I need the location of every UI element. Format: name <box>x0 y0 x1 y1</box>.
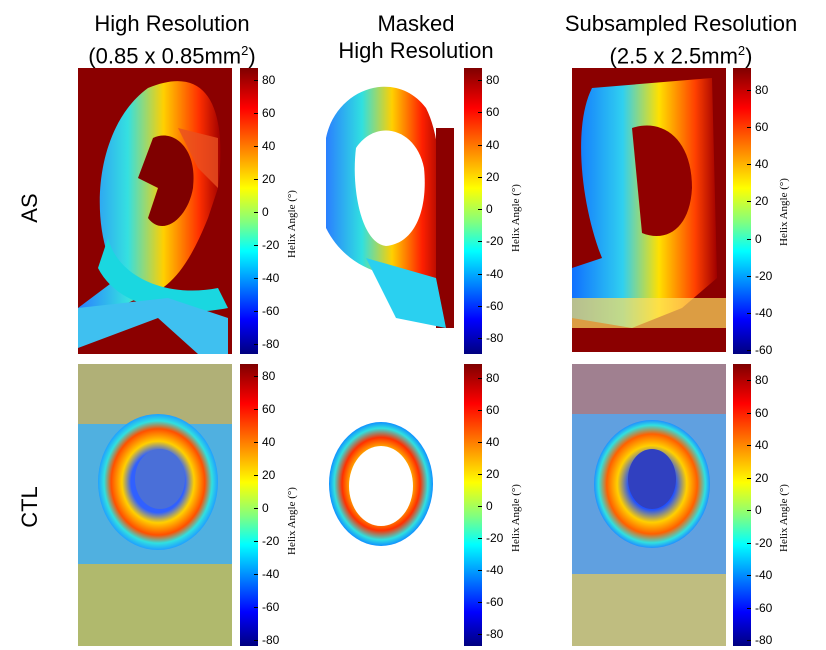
map-as-high-resolution <box>78 68 232 354</box>
colorbar-tick-label: 20 <box>746 470 769 485</box>
column-header-masked: Masked High Resolution <box>316 10 516 64</box>
colorbar-tick-label: -20 <box>253 534 280 548</box>
colorbar <box>464 68 482 354</box>
helix-map-svg <box>329 422 433 546</box>
colorbar-tick-label: 60 <box>477 403 500 417</box>
colorbar-tick-label: -80 <box>477 627 504 641</box>
colorbar <box>240 364 258 646</box>
colorbar-tick-label: -40 <box>746 305 773 320</box>
colorbar-tick-label: 80 <box>746 373 769 387</box>
colorbar-tick-label: -60 <box>746 343 773 357</box>
colorbar-tick-label: 0 <box>478 202 493 216</box>
map-ctl-subsampled <box>572 364 726 646</box>
colorbar-tick-label: 40 <box>253 139 276 153</box>
header-line1: Masked <box>377 11 455 36</box>
colorbar-tick-label: 80 <box>477 73 500 87</box>
colorbar-axis-label: Helix Angle (°) <box>286 487 298 555</box>
colorbar-tick-label: -40 <box>253 271 280 285</box>
colorbar-tick-label: -60 <box>477 595 504 609</box>
helix-map-svg <box>326 86 454 328</box>
colorbar-tick-label: 40 <box>253 435 276 449</box>
colorbar-tick-label: 0 <box>747 231 762 246</box>
header-line2: (2.5 x 2.5mm <box>609 43 738 69</box>
header-sup: 2 <box>737 43 746 58</box>
colorbar-tick-label: 40 <box>746 438 769 452</box>
colorbar-tick-label: -40 <box>477 563 504 577</box>
colorbar-tick-label: 40 <box>477 435 500 449</box>
colorbar-tick-label: -80 <box>253 633 280 647</box>
colorbar-tick-label: 0 <box>478 499 493 513</box>
helix-map-svg <box>78 364 232 646</box>
colorbar-tick-label: 20 <box>477 169 500 184</box>
colorbar-tick-label: 20 <box>253 172 276 186</box>
colorbar-tick-label: 60 <box>746 120 769 135</box>
colorbar-tick-label: 60 <box>253 402 276 416</box>
colorbar-tick-label: -80 <box>477 331 504 345</box>
colorbar-tick-label: -60 <box>746 600 773 615</box>
row-label-as: AS <box>17 193 42 223</box>
colorbar-axis-label: Helix Angle (°) <box>286 190 298 258</box>
column-header-high-resolution: High Resolution (0.85 x 0.85mm2) <box>72 10 272 69</box>
colorbar-tick-label: 0 <box>254 205 269 219</box>
colorbar-tick-label: -20 <box>477 531 504 545</box>
helix-map-svg <box>78 81 228 354</box>
colorbar-tick-label: 60 <box>477 105 500 120</box>
colorbar <box>733 364 751 646</box>
colorbar-tick-label: 0 <box>747 503 762 517</box>
colorbar-tick-label: 20 <box>477 467 500 481</box>
colorbar-tick-label: 20 <box>746 194 769 209</box>
colorbar-tick-label: -60 <box>253 600 280 614</box>
map-ctl-masked <box>306 364 460 646</box>
header-line2: High Resolution <box>338 38 494 63</box>
colorbar-tick-label: 20 <box>253 468 276 482</box>
colorbar-tick-label: 60 <box>253 106 276 120</box>
colorbar-tick-label: -80 <box>746 633 773 647</box>
colorbar-tick-label: 60 <box>746 405 769 420</box>
colorbar-tick-label: 80 <box>746 83 769 97</box>
helix-map-svg <box>572 364 726 646</box>
header-line2-end: ) <box>745 43 753 69</box>
map-as-masked <box>306 68 460 354</box>
colorbar-axis-label: Helix Angle (°) <box>778 178 790 246</box>
colorbar-tick-label: 80 <box>253 73 276 87</box>
colorbar-tick-label: -20 <box>746 268 773 283</box>
header-line2-end: ) <box>248 43 256 69</box>
colorbar-axis-label: Helix Angle (°) <box>510 484 522 552</box>
colorbar-tick-label: -20 <box>253 238 280 252</box>
map-as-subsampled <box>572 68 726 352</box>
colorbar <box>464 364 482 646</box>
colorbar-tick-label: 80 <box>253 369 276 383</box>
colorbar-tick-label: 80 <box>477 371 500 385</box>
header-line2: (0.85 x 0.85mm <box>88 43 242 69</box>
map-ctl-high-resolution <box>78 364 232 646</box>
colorbar-tick-label: -60 <box>253 304 280 318</box>
header-sup: 2 <box>241 43 249 58</box>
row-label-ctl: CTL <box>17 486 42 528</box>
colorbar-tick-label: -20 <box>477 234 504 249</box>
helix-map-svg <box>572 78 726 328</box>
colorbar-tick-label: 0 <box>254 501 269 515</box>
colorbar-tick-label: -60 <box>477 298 504 313</box>
header-line1: High Resolution <box>94 11 250 36</box>
colorbar-tick-label: -40 <box>477 266 504 281</box>
colorbar-axis-label: Helix Angle (°) <box>510 184 522 252</box>
colorbar-tick-label: 40 <box>477 137 500 152</box>
header-line1: Subsampled Resolution <box>564 11 798 36</box>
colorbar <box>733 68 751 354</box>
column-header-subsampled: Subsampled Resolution (2.5 x 2.5mm2) <box>556 10 806 69</box>
colorbar <box>240 68 258 354</box>
colorbar-tick-label: -40 <box>253 567 280 581</box>
colorbar-tick-label: -20 <box>746 535 773 550</box>
colorbar-tick-label: 40 <box>746 157 769 172</box>
colorbar-axis-label: Helix Angle (°) <box>778 484 790 552</box>
colorbar-tick-label: -40 <box>746 568 773 582</box>
colorbar-tick-label: -80 <box>253 337 280 351</box>
